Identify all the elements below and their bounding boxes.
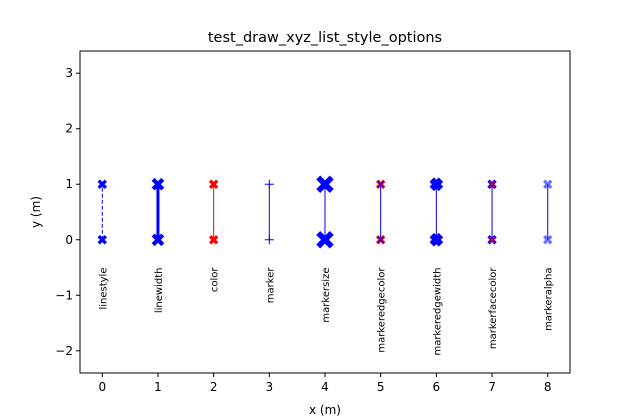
data-point <box>151 177 165 191</box>
data-point <box>151 233 165 247</box>
data-point <box>375 179 386 189</box>
y-tick-label: 0 <box>65 233 73 247</box>
series-marker: marker <box>264 179 276 304</box>
x-tick-label: 1 <box>154 380 162 394</box>
y-axis-label: y (m) <box>29 196 43 228</box>
annotation-markeredgecolor: markeredgecolor <box>377 267 388 353</box>
data-point <box>97 235 107 245</box>
annotation-linewidth: linewidth <box>154 268 165 314</box>
plot-area: linestyle linewidth color marker markersize m… <box>97 175 555 356</box>
series-color: color <box>208 179 221 293</box>
x-tick-label: 6 <box>433 380 441 394</box>
data-point <box>429 177 444 192</box>
series-linestyle: linestyle <box>97 179 109 310</box>
x-axis-label: x (m) <box>309 403 341 417</box>
annotation-markeredgewidth: markeredgewidth <box>432 268 443 356</box>
annotation-linestyle: linestyle <box>98 268 109 310</box>
x-axis: 0 1 2 3 4 5 6 7 8 <box>98 373 552 394</box>
x-tick-label: 5 <box>377 380 385 394</box>
y-tick-label: 3 <box>65 66 73 80</box>
x-tick-label: 0 <box>98 380 106 394</box>
y-tick-label: −2 <box>55 344 73 358</box>
data-point <box>487 235 497 245</box>
data-point <box>487 179 497 189</box>
x-tick-label: 7 <box>488 380 496 394</box>
annotation-markersize: markersize <box>321 268 332 323</box>
data-point <box>97 179 107 189</box>
series-linewidth: linewidth <box>151 177 165 314</box>
x-tick-label: 4 <box>321 380 329 394</box>
chart-title: test_draw_xyz_list_style_options <box>208 30 442 46</box>
data-point <box>316 231 334 249</box>
y-tick-label: 2 <box>65 122 73 136</box>
data-point <box>543 179 553 189</box>
series-markerfacecolor: markerfacecolor <box>487 179 499 349</box>
series-markeralpha: markeralpha <box>543 179 555 331</box>
annotation-color: color <box>210 267 221 293</box>
x-tick-label: 2 <box>210 380 218 394</box>
data-point <box>316 175 334 193</box>
annotation-marker: marker <box>265 267 276 304</box>
data-point <box>208 235 219 245</box>
y-tick-label: 1 <box>65 177 73 191</box>
x-tick-label: 8 <box>544 380 552 394</box>
annotation-markerfacecolor: markerfacecolor <box>488 267 499 349</box>
series-markersize: markersize <box>316 175 334 323</box>
y-tick-label: −1 <box>55 288 73 302</box>
annotation-markeralpha: markeralpha <box>544 268 555 331</box>
data-point <box>208 179 219 189</box>
data-point <box>429 232 444 247</box>
series-markeredgewidth: markeredgewidth <box>429 177 444 356</box>
y-axis: −2 −1 0 1 2 3 <box>55 66 80 358</box>
x-tick-label: 3 <box>265 380 273 394</box>
data-point <box>375 235 386 245</box>
data-point <box>543 235 553 245</box>
series-markeredgecolor: markeredgecolor <box>375 179 388 353</box>
